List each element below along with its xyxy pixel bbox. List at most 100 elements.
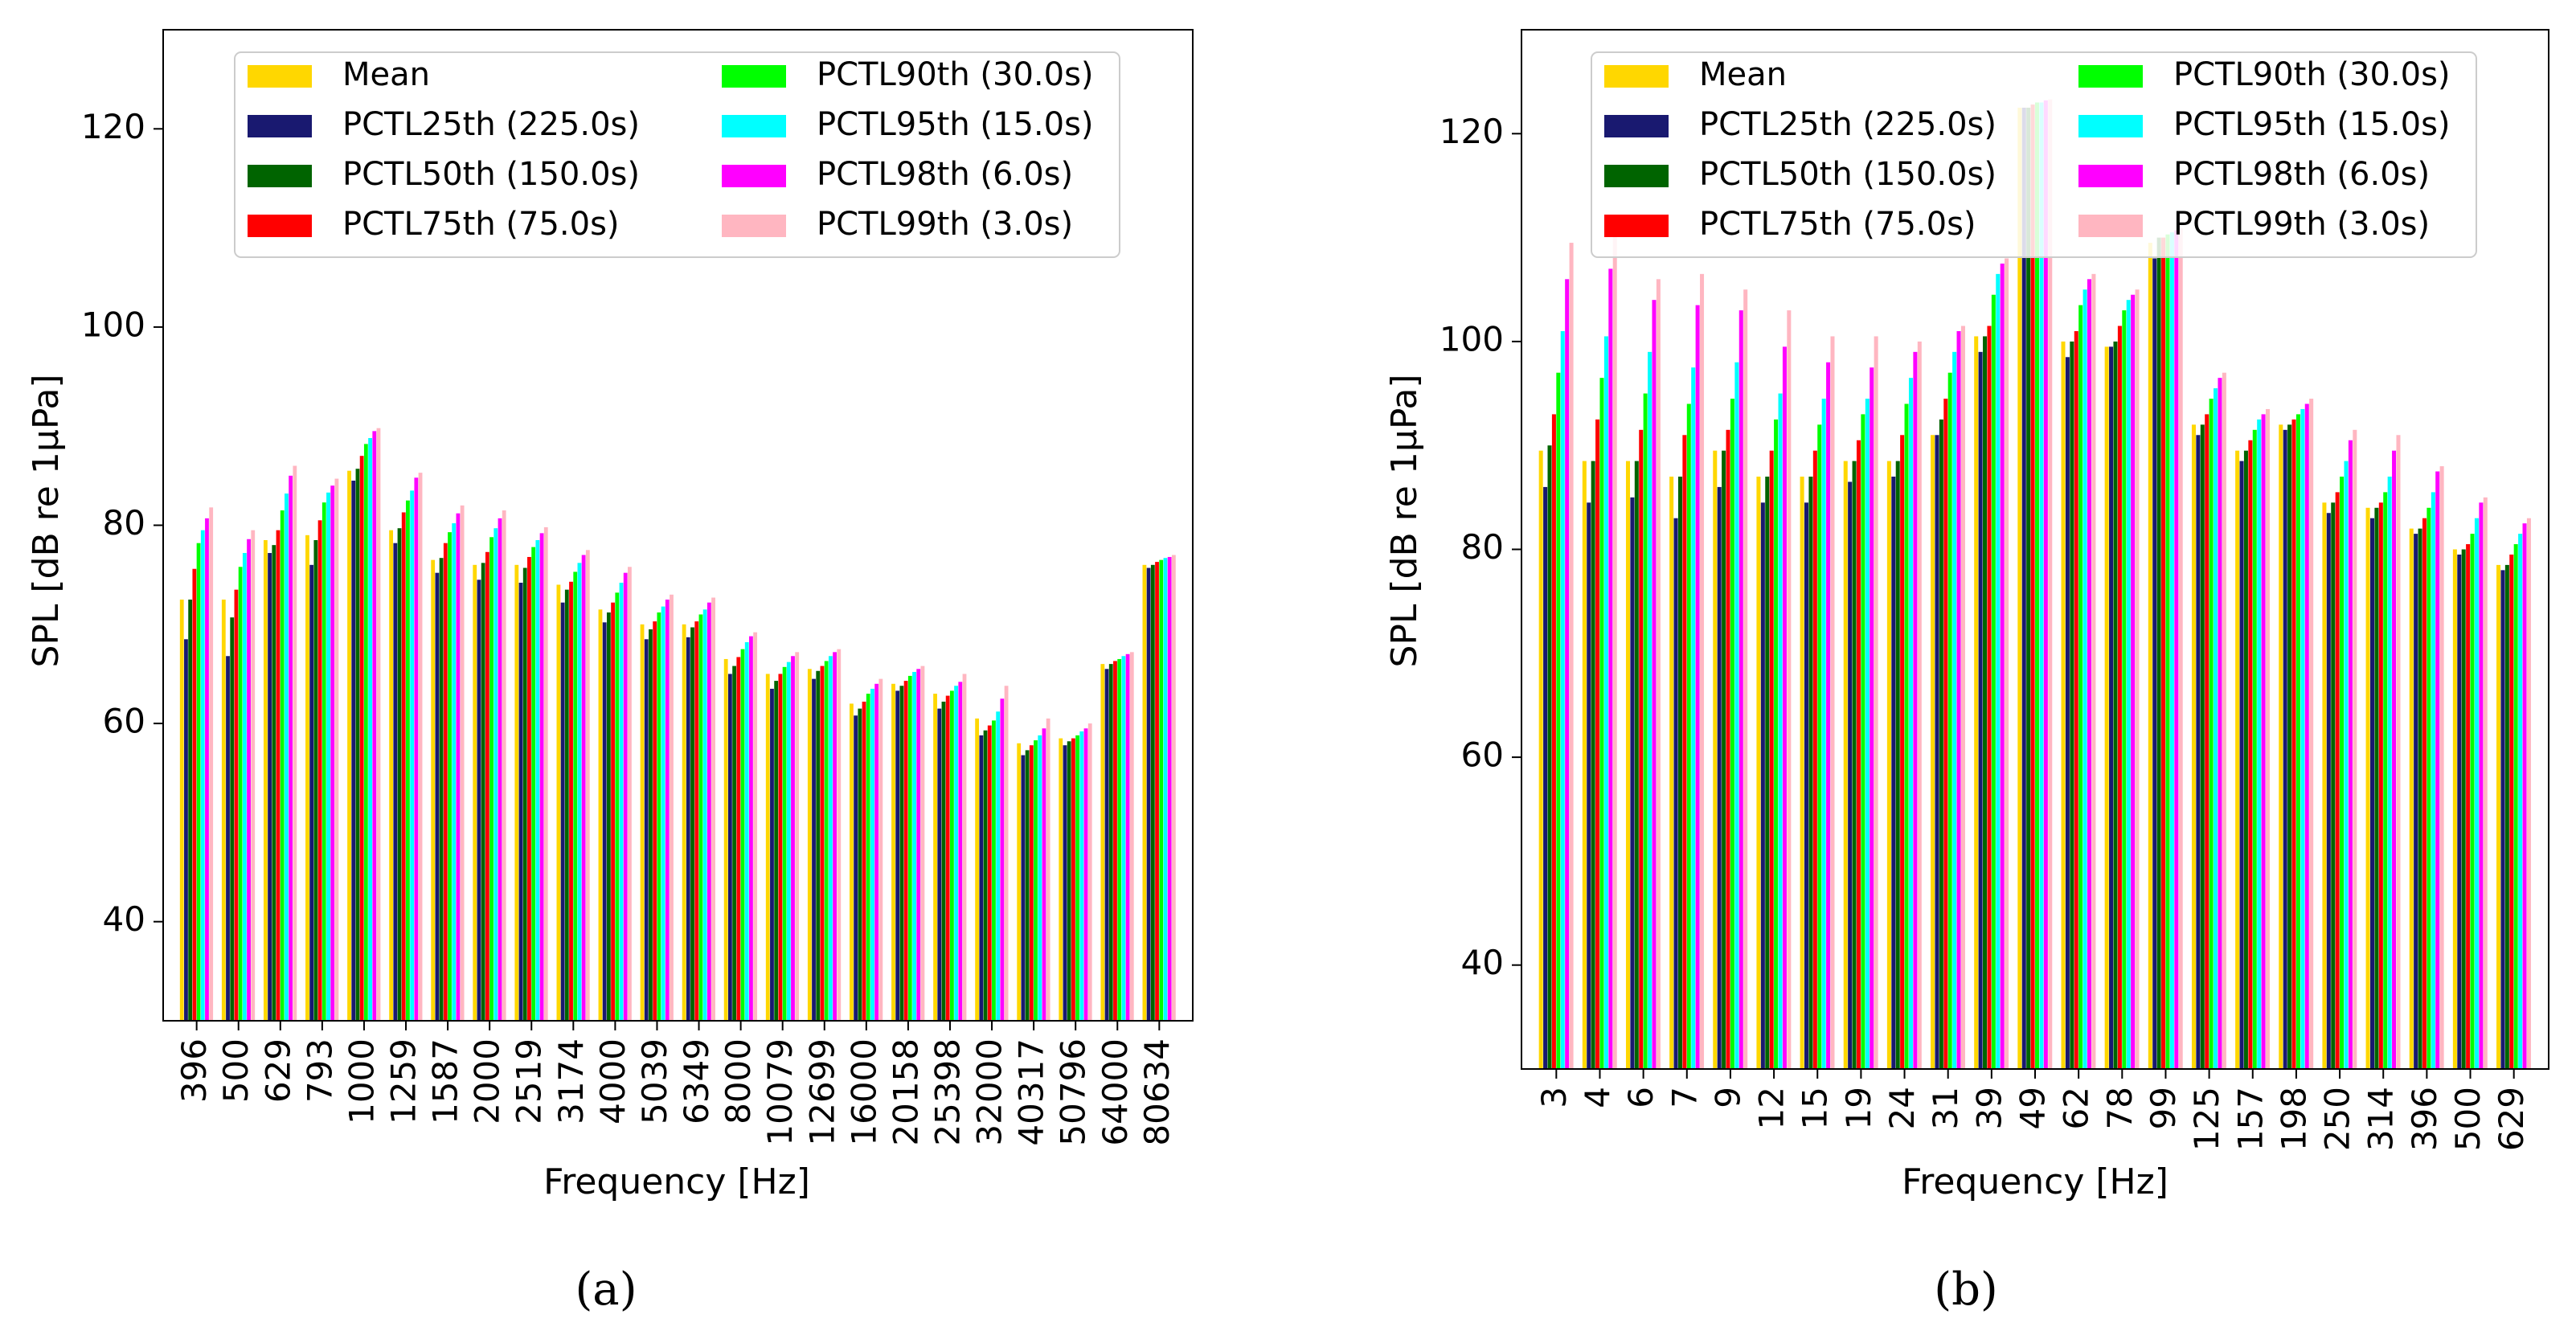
bar [1117,658,1122,1021]
x-tick-label: 40317 [1012,1038,1051,1146]
bar [1656,279,1661,1069]
bar [1800,476,1804,1069]
legend-label: PCTL95th (15.0s) [2173,106,2451,143]
x-tick-label: 4 [1578,1087,1617,1108]
bar [992,720,996,1021]
bar [539,533,544,1021]
bar [196,543,201,1021]
bar [2043,100,2048,1069]
bar [2243,450,2248,1069]
bar [2218,378,2222,1069]
bar [649,629,653,1021]
bar [2178,227,2183,1070]
bar [1826,362,1831,1069]
bar [2261,414,2266,1069]
legend-label: PCTL98th (6.0s) [817,156,1073,193]
bar [2387,476,2392,1069]
bar [2087,279,2091,1069]
bar [1038,735,1042,1021]
legend-label: PCTL99th (3.0s) [817,206,1073,243]
bar [1669,476,1674,1069]
bar [828,656,833,1021]
bar [682,624,686,1021]
x-tick-label: 157 [2230,1087,2270,1151]
bar [560,602,565,1021]
x-tick-label: 9 [1708,1087,1747,1108]
bar [1682,435,1687,1069]
bar [1817,424,1822,1069]
bar [1843,461,1848,1069]
bar [313,540,318,1021]
bar [2156,237,2161,1070]
bar [1608,268,1613,1069]
bar [2030,104,2035,1070]
x-tick-label: 50796 [1054,1038,1093,1146]
bar [1760,502,1765,1069]
bar [456,513,461,1021]
bar [2369,518,2374,1069]
legend-swatch [1604,65,1669,88]
bar [711,597,715,1021]
bar [1870,367,1874,1070]
bar [945,695,950,1021]
bar [2222,372,2226,1069]
bar [226,656,230,1021]
bar [221,599,226,1021]
bar [954,686,958,1021]
bar [376,428,381,1021]
x-tick-label: 20158 [886,1038,925,1146]
bar [770,688,774,1021]
x-tick-label: 62 [2057,1087,2096,1129]
bar [452,523,457,1021]
bar [285,494,289,1021]
bar [268,553,272,1021]
bar [2470,534,2475,1069]
bar [1774,419,1779,1070]
bar [1108,664,1113,1021]
bar [1734,362,1739,1069]
x-tick-label: 314 [2361,1087,2401,1151]
bar [389,530,394,1021]
bar [778,674,783,1021]
bar [2474,518,2479,1069]
bar [1787,310,1792,1069]
bar [2509,554,2514,1069]
bar [1891,476,1896,1069]
bar [1560,330,1565,1070]
bar [2479,502,2484,1069]
bar [723,658,728,1021]
bar [2331,502,2336,1069]
bar [238,567,243,1021]
bar [1738,310,1743,1069]
bar [1874,336,1878,1069]
x-tick-label: 25398 [928,1038,967,1146]
bar [640,624,645,1021]
bar [2083,289,2087,1069]
bar [598,609,603,1021]
bar [1538,450,1543,1069]
bar [2239,461,2244,1069]
bar [791,656,795,1021]
bar [1808,476,1813,1069]
x-tick-label: 64000 [1096,1038,1135,1146]
bar [1830,336,1835,1069]
bar [2165,234,2170,1070]
bar [2526,518,2531,1069]
legend-label: PCTL75th (75.0s) [342,206,620,243]
x-tick-label: 250 [2318,1087,2357,1151]
bar [2131,294,2136,1070]
bar [850,703,854,1021]
bar [230,617,235,1021]
x-tick-label: 10079 [760,1038,800,1146]
bar [1067,741,1071,1021]
bar [1947,372,1952,1069]
x-tick-label: 12699 [802,1038,842,1146]
y-tick-label: 120 [81,107,145,146]
bar [1599,378,1604,1069]
bar [1163,558,1168,1021]
bar [242,553,247,1021]
bar [569,581,573,1021]
bar [439,558,444,1021]
x-tick-label: 8000 [719,1038,758,1124]
